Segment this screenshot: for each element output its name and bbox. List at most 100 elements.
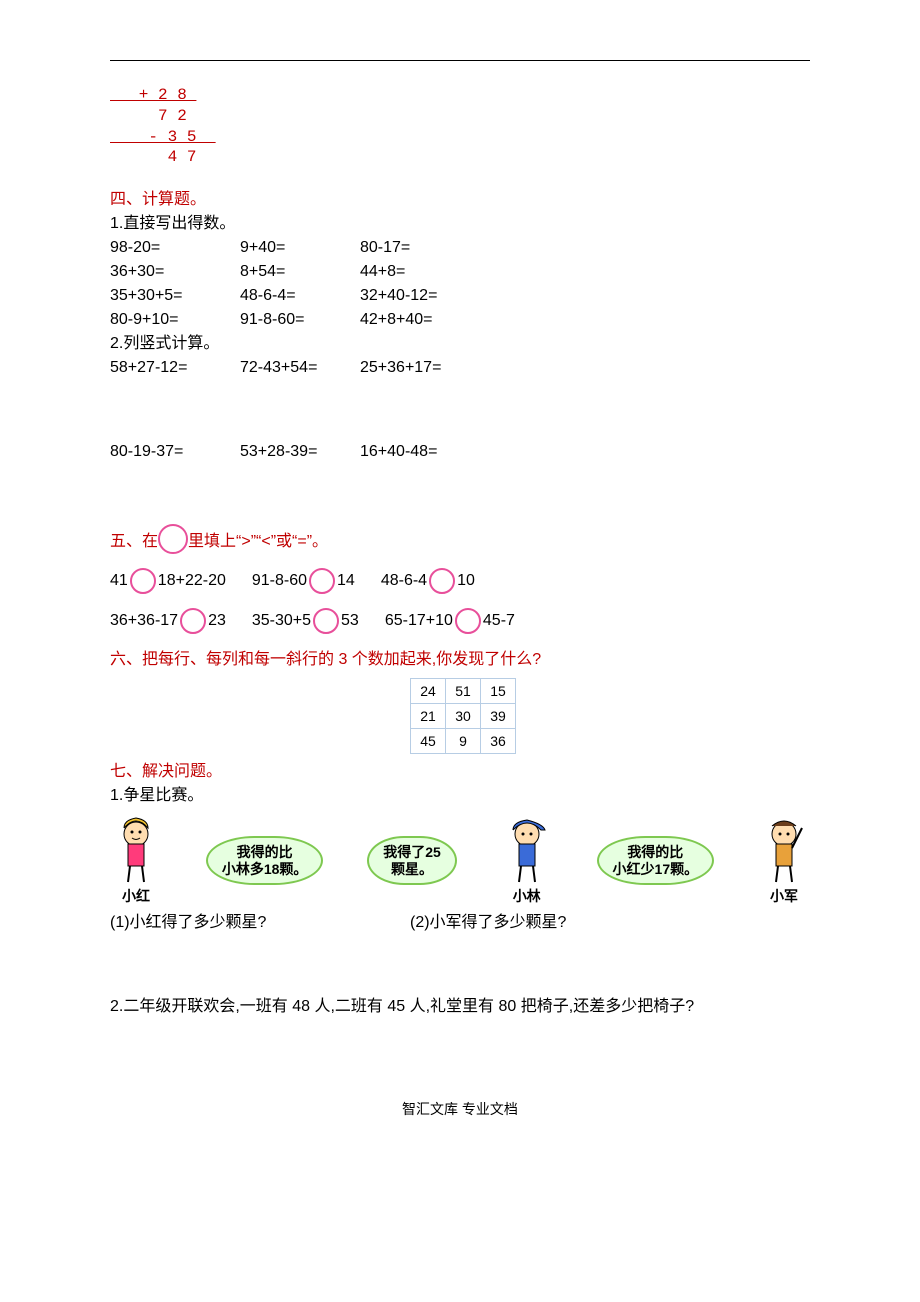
- section7-heading: 七、解决问题。: [110, 760, 810, 784]
- calc-cell: 48-6-4=: [240, 284, 360, 308]
- blank-circle-icon: [455, 608, 481, 634]
- bubble-text: 我得的比 小红少17颗。: [613, 844, 699, 877]
- table-cell: 45: [411, 729, 446, 754]
- cmp-right: 53: [341, 609, 359, 633]
- calc-cell: 80-17=: [360, 236, 520, 260]
- compare-item: 35-30+5 53: [252, 608, 359, 634]
- calc-cell: 9+40=: [240, 236, 360, 260]
- section7-q1-label: 1.争星比赛。: [110, 784, 810, 808]
- table-row: 21 30 39: [411, 704, 516, 729]
- character-name: 小林: [513, 886, 541, 907]
- cmp-right: 14: [337, 569, 355, 593]
- sub-question-row: (1)小红得了多少颗星? (2)小军得了多少颗星?: [110, 911, 810, 935]
- calc-cell: 80-9+10=: [110, 308, 240, 332]
- blank-circle-icon: [180, 608, 206, 634]
- vertical-calculation: + 2 8 7 2 - 3 5 4 7: [110, 85, 810, 168]
- calc-cell: 42+8+40=: [360, 308, 520, 332]
- calc-cell: 25+36+17=: [360, 356, 520, 380]
- table-cell: 21: [411, 704, 446, 729]
- boy-cap-avatar-icon: [501, 814, 553, 886]
- section4-q2-label: 2.列竖式计算。: [110, 332, 810, 356]
- cmp-left: 41: [110, 569, 128, 593]
- cmp-left: 48-6-4: [381, 569, 427, 593]
- calc-cell: 36+30=: [110, 260, 240, 284]
- calc-cell: 8+54=: [240, 260, 360, 284]
- compare-line-1: 41 18+22-20 91-8-60 14 48-6-4 10: [110, 568, 810, 594]
- vcalc-line4: 4 7: [110, 148, 196, 166]
- page-footer: 智汇文库 专业文档: [110, 1099, 810, 1120]
- section5-heading-pre: 五、在: [110, 530, 158, 554]
- compare-item: 41 18+22-20: [110, 568, 226, 594]
- table-row: 45 9 36: [411, 729, 516, 754]
- calc-cell: 53+28-39=: [240, 440, 360, 464]
- speech-bubble-xiaojun: 我得的比 小红少17颗。: [597, 836, 715, 886]
- vcalc-line3: - 3 5: [110, 128, 216, 146]
- compare-item: 48-6-4 10: [381, 568, 475, 594]
- calc-cell: 72-43+54=: [240, 356, 360, 380]
- table-cell: 30: [446, 704, 481, 729]
- cmp-right: 10: [457, 569, 475, 593]
- calc2-row-b: 80-19-37= 53+28-39= 16+40-48=: [110, 440, 810, 464]
- calc-cell: 44+8=: [360, 260, 520, 284]
- vertical-gap: [110, 380, 810, 440]
- section4-q1-label: 1.直接写出得数。: [110, 212, 810, 236]
- character-name: 小红: [122, 886, 150, 907]
- cmp-left: 35-30+5: [252, 609, 311, 633]
- girl-avatar-icon: [110, 814, 162, 886]
- section5-heading-post: 里填上“>”“<”或“=”。: [188, 530, 328, 554]
- calc-cell: 80-19-37=: [110, 440, 240, 464]
- blank-circle-icon: [313, 608, 339, 634]
- compare-line-2: 36+36-17 23 35-30+5 53 65-17+10 45-7: [110, 608, 810, 634]
- magic-square-table: 24 51 15 21 30 39 45 9 36: [410, 678, 516, 754]
- table-cell: 15: [481, 679, 516, 704]
- calc-cell: 35+30+5=: [110, 284, 240, 308]
- cmp-right: 23: [208, 609, 226, 633]
- cmp-right: 45-7: [483, 609, 515, 633]
- blank-circle-icon: [429, 568, 455, 594]
- vertical-gap: [110, 464, 810, 524]
- table-cell: 39: [481, 704, 516, 729]
- cmp-left: 36+36-17: [110, 609, 178, 633]
- bubble-text: 我得的比 小林多18颗。: [222, 844, 308, 877]
- calc-cell: 98-20=: [110, 236, 240, 260]
- boy-avatar-icon: [758, 814, 810, 886]
- table-row: 24 51 15: [411, 679, 516, 704]
- speech-bubble-xiaohong: 我得的比 小林多18颗。: [206, 836, 324, 886]
- table-cell: 24: [411, 679, 446, 704]
- top-separator: [110, 60, 810, 61]
- cmp-left: 91-8-60: [252, 569, 307, 593]
- vcalc-line1: + 2 8: [110, 86, 196, 104]
- character-xiaolin: 小林: [501, 814, 553, 907]
- calc-row-0: 98-20= 9+40= 80-17=: [110, 236, 810, 260]
- calc-row-3: 80-9+10= 91-8-60= 42+8+40=: [110, 308, 810, 332]
- bubble-text: 我得了25 颗星。: [383, 844, 441, 877]
- compare-item: 91-8-60 14: [252, 568, 355, 594]
- table-cell: 9: [446, 729, 481, 754]
- subq2: (2)小军得了多少颗星?: [410, 911, 566, 935]
- star-contest-row: 小红 我得的比 小林多18颗。 我得了25 颗星。 小林 我得的比 小红少17颗…: [110, 814, 810, 907]
- section5-heading: 五、在 里填上“>”“<”或“=”。: [110, 524, 810, 554]
- page: + 2 8 7 2 - 3 5 4 7 四、计算题。 1.直接写出得数。 98-…: [0, 0, 920, 1160]
- calc-cell: 32+40-12=: [360, 284, 520, 308]
- cmp-right: 18+22-20: [158, 569, 226, 593]
- speech-bubble-xiaolin: 我得了25 颗星。: [367, 836, 457, 886]
- calc-cell: 16+40-48=: [360, 440, 520, 464]
- section4-heading: 四、计算题。: [110, 188, 810, 212]
- character-xiaohong: 小红: [110, 814, 162, 907]
- vertical-gap: [110, 935, 810, 995]
- calc2-row-a: 58+27-12= 72-43+54= 25+36+17=: [110, 356, 810, 380]
- compare-item: 65-17+10 45-7: [385, 608, 515, 634]
- compare-item: 36+36-17 23: [110, 608, 226, 634]
- calc-cell: 91-8-60=: [240, 308, 360, 332]
- subq1: (1)小红得了多少颗星?: [110, 911, 410, 935]
- calc-cell: 58+27-12=: [110, 356, 240, 380]
- table-cell: 36: [481, 729, 516, 754]
- blank-circle-icon: [158, 524, 188, 554]
- blank-circle-icon: [130, 568, 156, 594]
- table-cell: 51: [446, 679, 481, 704]
- vcalc-line2: 7 2: [110, 107, 187, 125]
- calc-row-1: 36+30= 8+54= 44+8=: [110, 260, 810, 284]
- blank-circle-icon: [309, 568, 335, 594]
- character-name: 小军: [770, 886, 798, 907]
- section6-heading: 六、把每行、每列和每一斜行的 3 个数加起来,你发现了什么?: [110, 648, 810, 672]
